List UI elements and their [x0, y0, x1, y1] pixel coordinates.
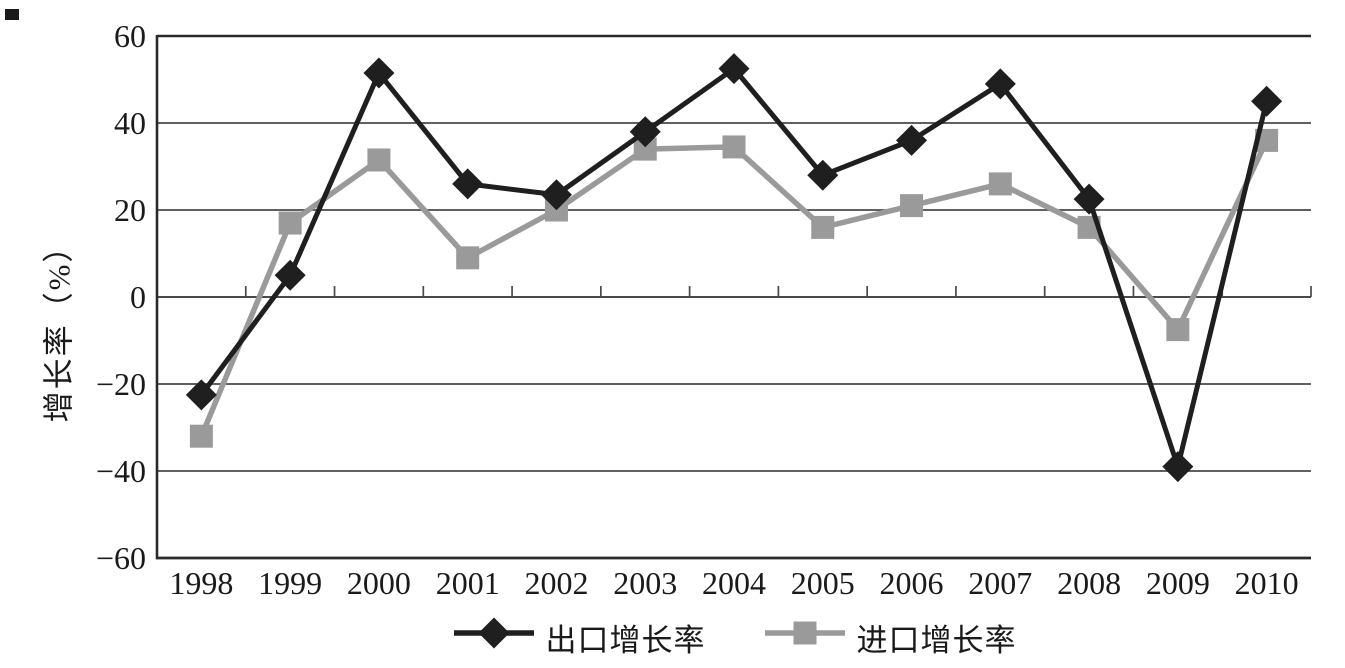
diamond-marker-icon — [1073, 183, 1105, 215]
square-marker-icon — [811, 215, 835, 239]
y-tick-label: 0 — [130, 279, 146, 315]
square-marker-icon — [456, 246, 480, 270]
x-tick-label: 2005 — [791, 565, 855, 601]
y-tick-label: −40 — [96, 453, 146, 489]
diamond-marker-icon — [185, 379, 217, 411]
scan-artifact-mark — [5, 9, 19, 20]
legend-swatch — [764, 621, 845, 645]
diamond-marker-icon — [540, 179, 572, 211]
square-marker-icon — [278, 211, 302, 235]
diamond-marker-icon — [718, 53, 750, 85]
square-marker-icon — [1166, 318, 1190, 342]
y-axis-title: 增长率（%） — [41, 229, 77, 423]
square-marker-icon — [900, 194, 924, 218]
square-marker-icon — [988, 172, 1012, 196]
x-tick-label: 2002 — [524, 565, 588, 601]
y-tick-label: 60 — [114, 18, 146, 54]
diamond-marker-icon — [478, 617, 509, 649]
diamond-marker-icon — [452, 168, 484, 200]
x-tick-label: 2007 — [968, 565, 1032, 601]
x-tick-label: 1999 — [258, 565, 322, 601]
square-marker-icon — [633, 137, 657, 161]
series-出口增长率 — [185, 53, 1283, 483]
x-tick-label: 2010 — [1235, 565, 1299, 601]
x-tick-label: 2000 — [347, 565, 411, 601]
diamond-marker-icon — [807, 159, 839, 191]
series-line — [199, 66, 1270, 470]
square-marker-icon — [793, 621, 816, 645]
diamond-marker-icon — [1162, 451, 1194, 483]
y-tick-label: 40 — [114, 105, 146, 141]
series-line — [198, 139, 1270, 438]
x-tick-label: 2003 — [613, 565, 677, 601]
diamond-marker-icon — [363, 57, 395, 89]
square-marker-icon — [367, 148, 391, 172]
square-marker-icon — [189, 424, 213, 448]
x-tick-label: 2001 — [436, 565, 500, 601]
diamond-marker-icon — [896, 124, 928, 156]
x-tick-label: 2009 — [1146, 565, 1210, 601]
legend-item-import: 进口增长率 — [763, 615, 1017, 660]
legend-label-import: 进口增长率 — [856, 622, 1017, 658]
legend-marker-diamond-icon — [452, 615, 536, 659]
series-进口增长率 — [189, 128, 1279, 448]
y-tick-label: −60 — [96, 540, 146, 576]
legend-label-export: 出口增长率 — [545, 622, 706, 658]
x-tick-label: 2008 — [1057, 565, 1121, 601]
legend-swatch — [453, 617, 534, 649]
diamond-marker-icon — [274, 259, 306, 291]
diamond-marker-icon — [629, 116, 661, 148]
legend: 出口增长率 进口增长率 — [157, 617, 1311, 658]
y-tick-label: 20 — [114, 192, 146, 228]
x-tick-label: 2004 — [702, 565, 766, 601]
x-tick-label: 1998 — [169, 565, 233, 601]
y-tick-label: −20 — [96, 366, 146, 402]
x-tick-label: 2006 — [880, 565, 944, 601]
legend-item-export: 出口增长率 — [452, 615, 706, 660]
diamond-marker-icon — [1251, 85, 1283, 117]
diamond-marker-icon — [984, 68, 1016, 100]
square-marker-icon — [722, 135, 746, 159]
legend-marker-square-icon — [763, 615, 847, 659]
